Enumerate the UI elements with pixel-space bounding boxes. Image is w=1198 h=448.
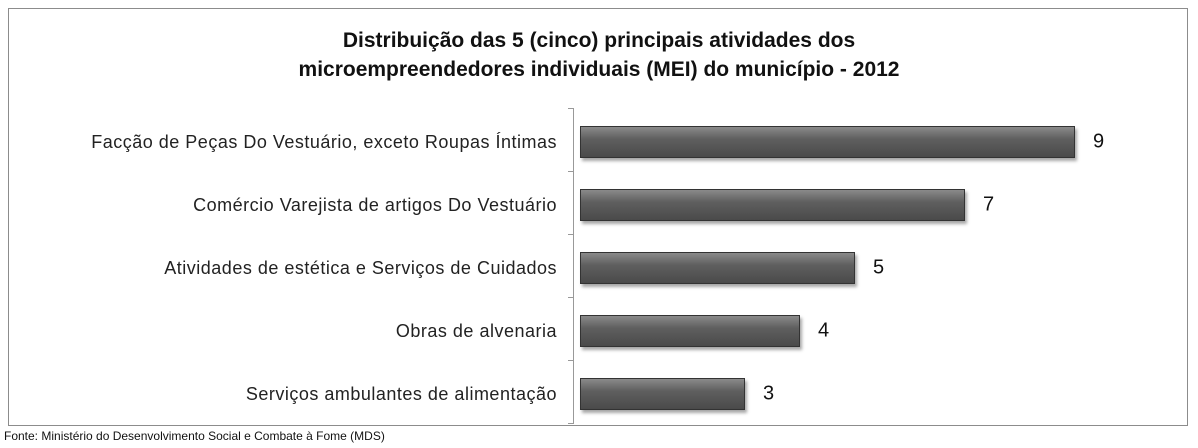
chart-title: Distribuição das 5 (cinco) principais at…	[298, 29, 900, 81]
bar	[580, 378, 745, 410]
bar	[580, 315, 800, 347]
data-label: 3	[763, 382, 775, 405]
category-axis	[573, 108, 574, 424]
data-label: 9	[1093, 130, 1105, 153]
axis-tick	[568, 423, 573, 424]
bar	[580, 189, 965, 221]
axis-tick	[568, 360, 573, 361]
data-label: 5	[873, 256, 885, 279]
category-label: Comércio Varejista de artigos Do Vestuár…	[193, 195, 557, 215]
bar	[580, 126, 1075, 158]
category-label: Serviços ambulantes de alimentação	[245, 384, 557, 404]
data-label: 4	[818, 319, 830, 342]
chart-frame	[8, 8, 1188, 426]
category-label: Atividades de estética e Serviços de Cui…	[164, 258, 557, 278]
bar	[580, 252, 855, 284]
axis-tick	[568, 171, 573, 172]
axis-tick	[568, 108, 573, 109]
axis-tick	[568, 234, 573, 235]
data-label: 7	[983, 193, 995, 216]
category-label: Facção de Peças Do Vestuário, exceto Rou…	[91, 132, 557, 152]
source-note: Fonte: Ministério do Desenvolvimento Soc…	[4, 429, 385, 443]
category-label: Obras de alvenaria	[395, 321, 557, 341]
axis-tick	[568, 297, 573, 298]
